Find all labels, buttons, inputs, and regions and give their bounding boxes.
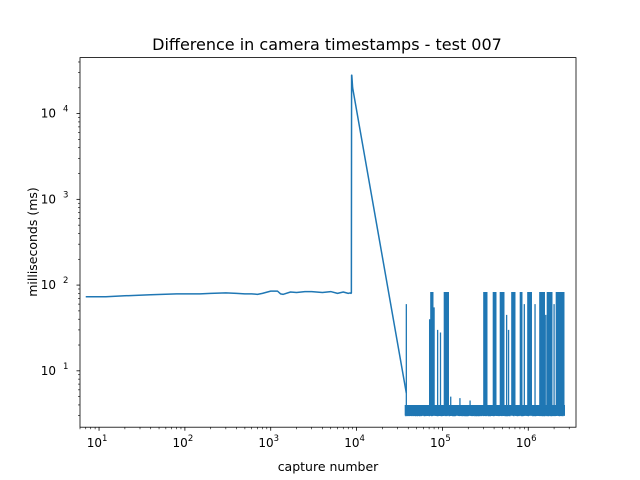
plot-area bbox=[85, 74, 565, 417]
x-tick-label: 102 bbox=[173, 434, 194, 450]
series-line bbox=[85, 74, 408, 394]
series-noise-band bbox=[404, 292, 565, 417]
y-tick-label: 10 3 bbox=[41, 190, 69, 206]
y-tick-label: 10 2 bbox=[41, 276, 69, 292]
x-axis-label: capture number bbox=[278, 459, 379, 474]
chart-title: Difference in camera timestamps - test 0… bbox=[152, 35, 502, 54]
x-tick-label: 103 bbox=[258, 434, 279, 450]
x-tick-label: 106 bbox=[516, 434, 537, 450]
y-axis-label: milliseconds (ms) bbox=[25, 187, 40, 297]
y-tick-label: 10 4 bbox=[41, 105, 69, 121]
x-tick-label: 104 bbox=[344, 434, 365, 450]
x-tick-label: 105 bbox=[430, 434, 451, 450]
y-tick-label: 10 1 bbox=[41, 362, 69, 378]
plot-frame bbox=[79, 57, 577, 428]
x-axis: 101 102 103 104 105 106 bbox=[79, 427, 570, 450]
x-tick-label: 101 bbox=[87, 434, 108, 450]
